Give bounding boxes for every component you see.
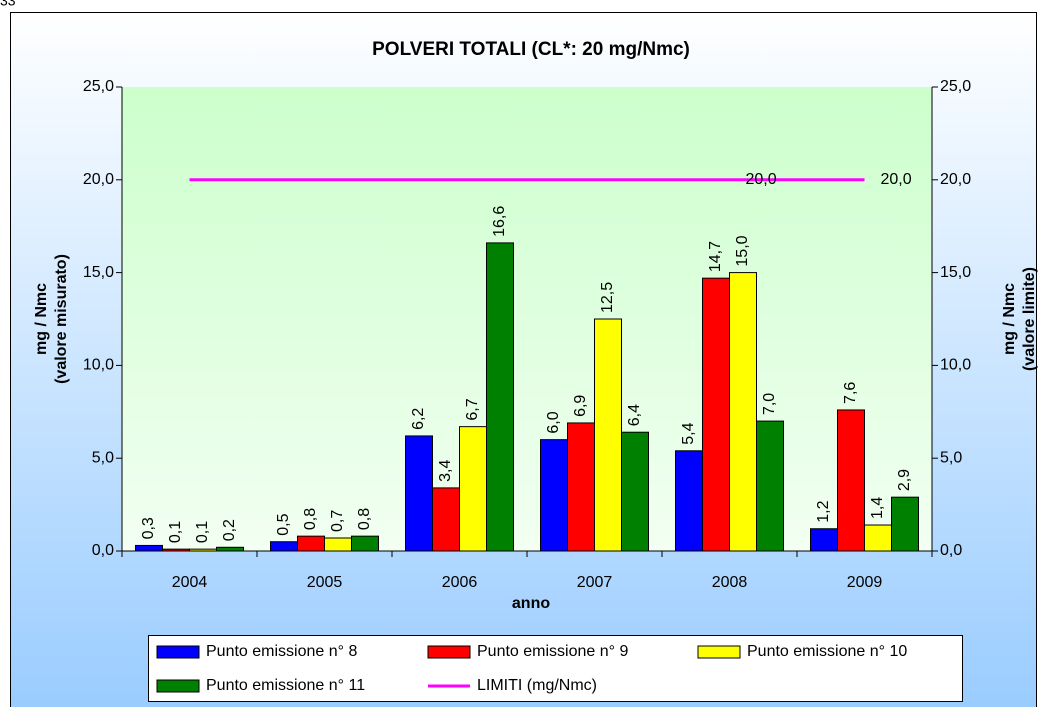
bar: [567, 422, 595, 552]
y-tick-label: 0,0: [92, 542, 114, 559]
y-tick-label: 10,0: [83, 357, 114, 374]
bar: [891, 496, 919, 552]
data-label: 20,0: [746, 171, 777, 188]
data-label: 0,3: [140, 517, 157, 539]
bar: [351, 535, 379, 552]
bar: [270, 541, 298, 552]
bar: [432, 487, 460, 552]
data-label: 3,4: [437, 460, 454, 482]
y-tick-label: 5,0: [92, 449, 114, 466]
bar: [675, 450, 703, 552]
data-label: 7,6: [842, 382, 859, 404]
data-label: 1,4: [869, 497, 886, 519]
x-tick-label: 2007: [577, 574, 613, 591]
legend-swatch: [427, 645, 471, 659]
bar: [540, 439, 568, 552]
data-label: 2,9: [896, 469, 913, 491]
data-label: 6,9: [572, 395, 589, 417]
y2-axis-title: mg / Nmc (valore limite): [1001, 267, 1038, 371]
bar: [405, 435, 433, 552]
legend-swatch: [697, 645, 741, 659]
data-label: 5,4: [680, 422, 697, 444]
bar: [621, 431, 649, 552]
data-label: 0,8: [302, 508, 319, 530]
y2-axis-title-line: mg / Nmc: [1001, 283, 1018, 355]
data-label: 6,7: [464, 398, 481, 420]
y2-tick-label: 25,0: [940, 78, 971, 95]
y2-tick-label: 15,0: [940, 264, 971, 281]
bar: [162, 548, 190, 552]
data-label: 12,5: [599, 282, 616, 313]
legend-label: Punto emissione n° 8: [206, 643, 357, 660]
data-label: 6,2: [410, 408, 427, 430]
y2-axis-title-line: (valore limite): [1021, 267, 1038, 371]
page-number: 33: [0, 0, 16, 9]
data-label: 6,0: [545, 411, 562, 433]
bar: [216, 546, 244, 552]
bar: [729, 272, 757, 552]
legend-label: Punto emissione n° 11: [206, 677, 365, 694]
data-label: 16,6: [491, 206, 508, 237]
bar: [702, 277, 730, 552]
chart-title: POLVERI TOTALI (CL*: 20 mg/Nmc): [372, 39, 690, 60]
bar: [837, 409, 865, 552]
x-tick-label: 2005: [307, 574, 343, 591]
x-tick-label: 2008: [712, 574, 748, 591]
legend-swatch: [156, 645, 200, 659]
bar: [459, 426, 487, 552]
data-label: 1,2: [815, 500, 832, 522]
y2-tick-label: 0,0: [940, 542, 962, 559]
bar: [864, 524, 892, 552]
y2-tick-label: 10,0: [940, 357, 971, 374]
data-label: 0,1: [167, 521, 184, 543]
data-label: 0,8: [356, 508, 373, 530]
data-label: 20,0: [881, 171, 912, 188]
x-axis-title: anno: [512, 595, 550, 612]
data-label: 15,0: [734, 235, 751, 266]
data-label: 0,5: [275, 513, 292, 535]
x-tick-label: 2004: [172, 574, 208, 591]
data-label: 14,7: [707, 241, 724, 272]
y-tick-label: 15,0: [83, 264, 114, 281]
legend-swatch: [156, 679, 200, 693]
y-tick-label: 25,0: [83, 78, 114, 95]
bar: [594, 318, 622, 552]
data-label: 0,2: [221, 519, 238, 541]
y2-tick-label: 5,0: [940, 449, 962, 466]
bar: [486, 242, 514, 552]
legend-label: LIMITI (mg/Nmc): [477, 677, 597, 694]
bar: [810, 528, 838, 552]
data-label: 7,0: [761, 393, 778, 415]
plot-area: [122, 87, 932, 551]
legend: [148, 635, 963, 702]
data-label: 0,1: [194, 521, 211, 543]
legend-label: Punto emissione n° 9: [477, 643, 628, 660]
bar: [135, 544, 163, 552]
y-tick-label: 20,0: [83, 171, 114, 188]
y2-tick-label: 20,0: [940, 171, 971, 188]
bar: [756, 420, 784, 552]
y-axis-title-line: (valore misurato): [53, 254, 70, 384]
x-tick-label: 2006: [442, 574, 478, 591]
bar: [324, 537, 352, 552]
x-tick-label: 2009: [847, 574, 883, 591]
y-axis-title: mg / Nmc (valore misurato): [33, 254, 70, 384]
y-axis-title-line: mg / Nmc: [33, 283, 50, 355]
data-label: 6,4: [626, 404, 643, 426]
bar: [189, 548, 217, 552]
data-label: 0,7: [329, 510, 346, 532]
bar: [297, 535, 325, 552]
legend-label: Punto emissione n° 10: [747, 643, 907, 660]
